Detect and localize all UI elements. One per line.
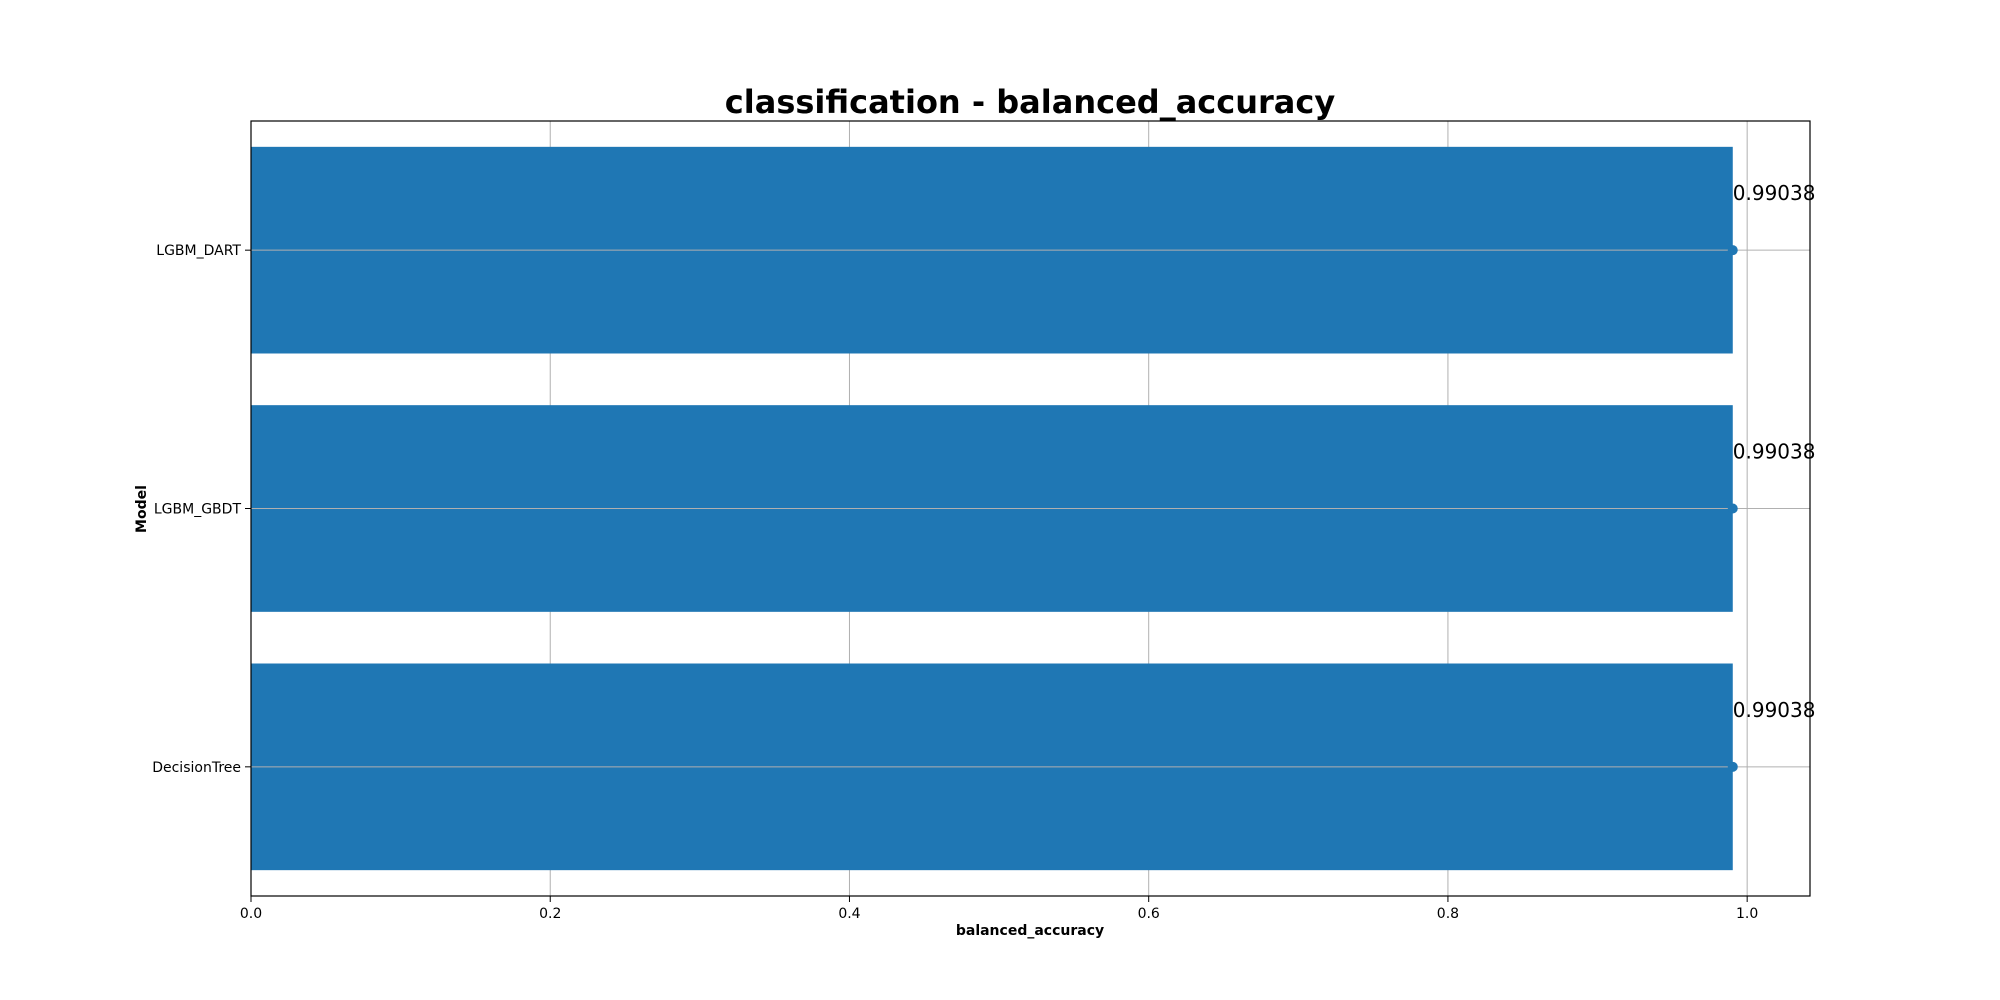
y-tick-label: LGBM_DART [156, 243, 241, 259]
bar-end-marker [1727, 761, 1738, 772]
bar-end-marker [1727, 503, 1738, 514]
x-tick-label: 0.6 [1138, 906, 1160, 922]
data-label: 0.99038 [1733, 440, 1816, 464]
x-tick-label: 0.2 [539, 906, 561, 922]
x-tick-label: 0.8 [1437, 906, 1459, 922]
y-axis-label: Model [134, 485, 150, 533]
label-layer: 0.99038 0.99038 0.99038 [1733, 181, 1816, 722]
marker-layer [251, 245, 1810, 772]
y-tick-label: DecisionTree [152, 760, 241, 776]
y-tick-label: LGBM_GBDT [154, 502, 242, 518]
data-label: 0.99038 [1733, 698, 1816, 722]
chart-title: classification - balanced_accuracy [725, 83, 1336, 121]
x-axis-label: balanced_accuracy [956, 923, 1104, 939]
x-tick-label: 1.0 [1736, 906, 1758, 922]
axis-layer: 0.0 0.2 0.4 0.6 0.8 1.0 LGBM_DART LGBM_GBDT Deci… [152, 243, 1758, 922]
data-label: 0.99038 [1733, 181, 1816, 205]
x-tick-label: 0.4 [838, 906, 860, 922]
x-tick-label: 0.0 [240, 906, 262, 922]
bar-end-marker [1727, 245, 1738, 256]
